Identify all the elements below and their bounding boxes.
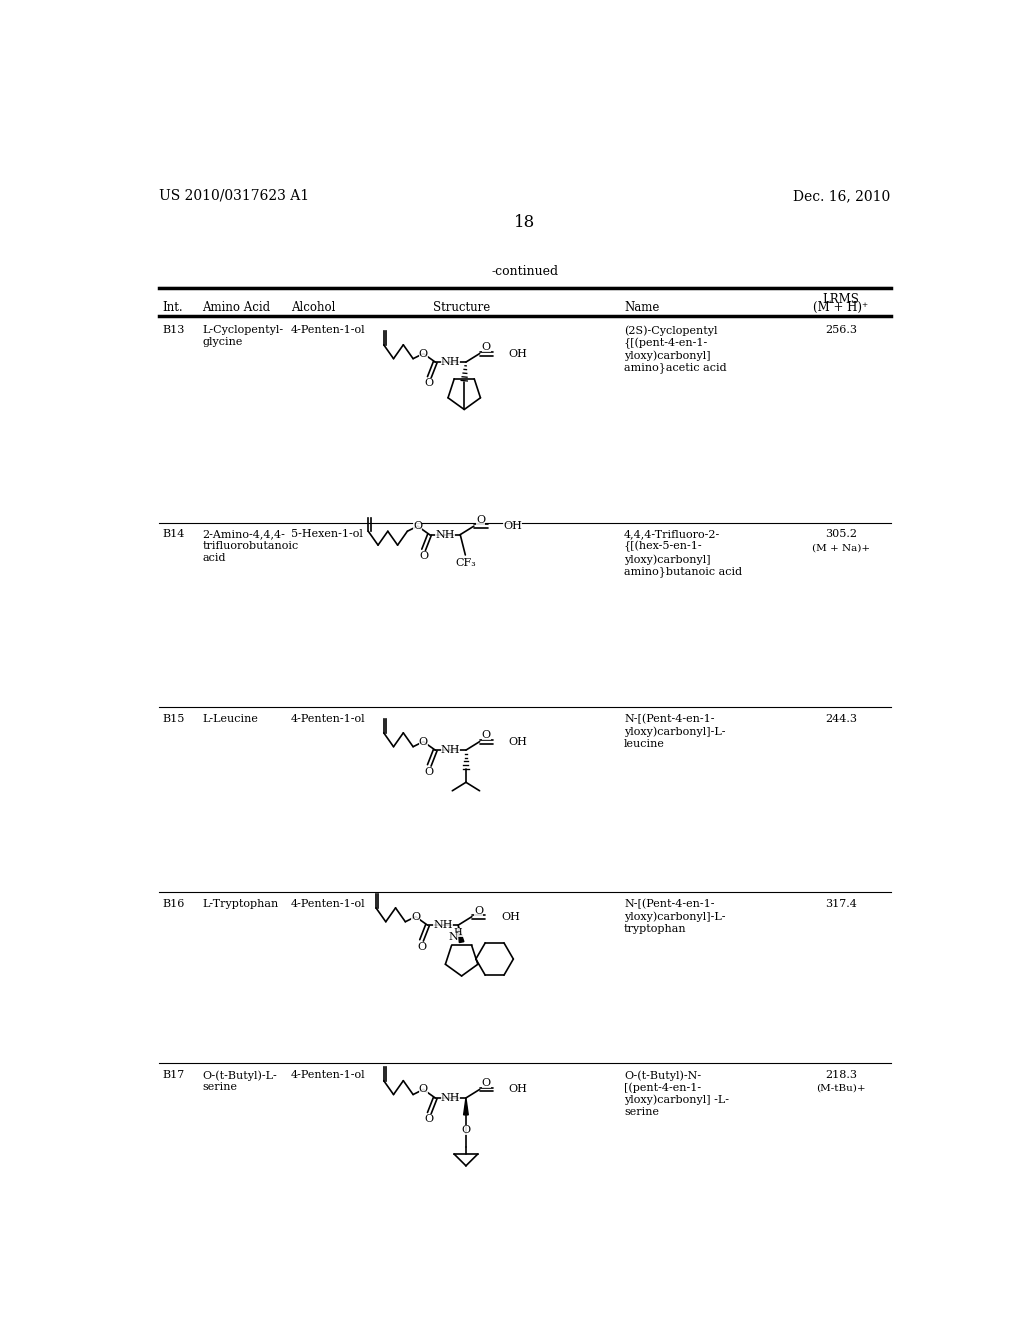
Text: Int.: Int. bbox=[162, 301, 182, 314]
Text: NH: NH bbox=[441, 744, 461, 755]
Text: O: O bbox=[482, 730, 490, 741]
Text: 2-Amino-4,4,4-
trifluorobutanoic
acid: 2-Amino-4,4,4- trifluorobutanoic acid bbox=[203, 529, 299, 562]
Text: NH: NH bbox=[441, 1093, 461, 1104]
Text: (2S)-Cyclopentyl
{[(pent-4-en-1-
yloxy)carbonyl]
amino}acetic acid: (2S)-Cyclopentyl {[(pent-4-en-1- yloxy)c… bbox=[624, 325, 727, 374]
Text: Structure: Structure bbox=[432, 301, 489, 314]
Text: OH: OH bbox=[501, 912, 520, 921]
Text: OH: OH bbox=[503, 521, 522, 531]
Text: NH: NH bbox=[435, 529, 455, 540]
Text: Alcohol: Alcohol bbox=[291, 301, 335, 314]
Text: O: O bbox=[425, 1114, 434, 1125]
Text: O: O bbox=[482, 342, 490, 352]
Text: CF₃: CF₃ bbox=[455, 557, 476, 568]
Text: OH: OH bbox=[509, 737, 527, 747]
Text: B17: B17 bbox=[162, 1071, 184, 1080]
Text: O: O bbox=[419, 550, 428, 561]
Text: 218.3: 218.3 bbox=[825, 1071, 857, 1080]
Polygon shape bbox=[458, 925, 464, 942]
Text: N-[(Pent-4-en-1-
yloxy)carbonyl]-L-
leucine: N-[(Pent-4-en-1- yloxy)carbonyl]-L- leuc… bbox=[624, 714, 725, 748]
Text: L-Leucine: L-Leucine bbox=[203, 714, 258, 725]
Text: O: O bbox=[425, 767, 434, 776]
Text: O: O bbox=[425, 379, 434, 388]
Text: 4-Penten-1-ol: 4-Penten-1-ol bbox=[291, 714, 366, 725]
Text: O: O bbox=[462, 1125, 470, 1135]
Text: 317.4: 317.4 bbox=[825, 899, 857, 909]
Text: -continued: -continued bbox=[492, 265, 558, 279]
Text: Dec. 16, 2010: Dec. 16, 2010 bbox=[794, 189, 891, 203]
Text: 256.3: 256.3 bbox=[825, 325, 857, 335]
Text: 18: 18 bbox=[514, 214, 536, 231]
Text: O: O bbox=[411, 912, 420, 921]
Text: (M + Na)+: (M + Na)+ bbox=[812, 544, 870, 552]
Text: LRMS: LRMS bbox=[822, 293, 859, 305]
Text: O: O bbox=[417, 941, 426, 952]
Polygon shape bbox=[464, 1098, 468, 1115]
Text: Amino Acid: Amino Acid bbox=[203, 301, 270, 314]
Text: 4-Penten-1-ol: 4-Penten-1-ol bbox=[291, 325, 366, 335]
Text: O-(t-Butyl)-N-
[(pent-4-en-1-
yloxy)carbonyl] -L-
serine: O-(t-Butyl)-N- [(pent-4-en-1- yloxy)carb… bbox=[624, 1071, 729, 1117]
Text: 5-Hexen-1-ol: 5-Hexen-1-ol bbox=[291, 529, 362, 540]
Text: 244.3: 244.3 bbox=[825, 714, 857, 725]
Text: NH: NH bbox=[433, 920, 453, 931]
Text: L-Cyclopentyl-
glycine: L-Cyclopentyl- glycine bbox=[203, 325, 284, 347]
Text: B13: B13 bbox=[162, 325, 184, 335]
Text: O: O bbox=[474, 906, 483, 916]
Text: N: N bbox=[449, 932, 458, 942]
Text: H: H bbox=[454, 928, 463, 937]
Text: (M-tBu)+: (M-tBu)+ bbox=[816, 1084, 866, 1093]
Text: O: O bbox=[419, 348, 428, 359]
Text: US 2010/0317623 A1: US 2010/0317623 A1 bbox=[159, 189, 309, 203]
Text: OH: OH bbox=[509, 348, 527, 359]
Text: OH: OH bbox=[509, 1085, 527, 1094]
Text: O: O bbox=[482, 1078, 490, 1088]
Text: 4-Penten-1-ol: 4-Penten-1-ol bbox=[291, 899, 366, 909]
Text: B15: B15 bbox=[162, 714, 184, 725]
Text: O: O bbox=[476, 515, 485, 525]
Text: Name: Name bbox=[624, 301, 659, 314]
Text: 4,4,4-Trifluoro-2-
{[(hex-5-en-1-
yloxy)carbonyl]
amino}butanoic acid: 4,4,4-Trifluoro-2- {[(hex-5-en-1- yloxy)… bbox=[624, 529, 742, 577]
Text: NH: NH bbox=[441, 358, 461, 367]
Text: O: O bbox=[419, 737, 428, 747]
Text: B16: B16 bbox=[162, 899, 184, 909]
Text: O-(t-Butyl)-L-
serine: O-(t-Butyl)-L- serine bbox=[203, 1071, 278, 1092]
Text: (M + H)⁺: (M + H)⁺ bbox=[813, 301, 868, 314]
Text: 305.2: 305.2 bbox=[825, 529, 857, 540]
Text: 4-Penten-1-ol: 4-Penten-1-ol bbox=[291, 1071, 366, 1080]
Text: O: O bbox=[419, 1085, 428, 1094]
Text: O: O bbox=[413, 521, 422, 531]
Text: B14: B14 bbox=[162, 529, 184, 540]
Text: N-[(Pent-4-en-1-
yloxy)carbonyl]-L-
tryptophan: N-[(Pent-4-en-1- yloxy)carbonyl]-L- tryp… bbox=[624, 899, 725, 933]
Text: L-Tryptophan: L-Tryptophan bbox=[203, 899, 279, 909]
